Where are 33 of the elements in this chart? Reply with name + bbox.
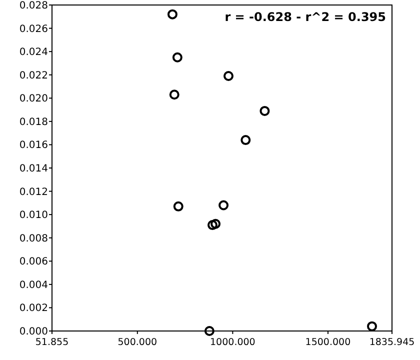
x-tick-label: 1835.945 (369, 337, 415, 348)
point (224, 71, 234, 82)
y-tick-label: 0.016 (19, 140, 48, 152)
point (167, 9, 178, 20)
point (218, 200, 229, 210)
y-tick-label: 0.024 (19, 47, 48, 58)
y-tick-label: 0.000 (19, 326, 48, 338)
y-tick-label: 0.006 (19, 256, 48, 268)
y-tick-label: 0.022 (19, 70, 48, 82)
point (172, 52, 182, 62)
annotation: r = -0.628 - r^2 = 0.395 (224, 10, 386, 24)
point (260, 106, 270, 116)
point (204, 326, 214, 336)
y-tick-label: 0.018 (19, 116, 48, 128)
x-tick-label: 500.000 (118, 337, 158, 348)
point (169, 90, 180, 100)
y-tick-label: 0.002 (19, 303, 48, 314)
y-tick-label: 0.020 (19, 94, 48, 105)
y-tick-label: 0.008 (19, 233, 48, 244)
y-tick-label: 0.028 (19, 0, 48, 12)
point (240, 135, 251, 146)
y-tick-label: 0.010 (19, 210, 48, 222)
y-tick-label: 0.004 (19, 280, 48, 291)
y-tick-label: 0.012 (19, 186, 48, 198)
point (207, 220, 218, 230)
y-tick-label: 0.014 (19, 164, 48, 174)
point (210, 218, 221, 229)
y-tick-label: 0.026 (19, 24, 48, 35)
x-tick-label: 1000.000 (210, 337, 256, 348)
point (173, 201, 184, 212)
x-tick-label: 51.855 (35, 337, 69, 348)
point (367, 321, 377, 332)
x-tick-label: 1500.000 (305, 337, 351, 348)
